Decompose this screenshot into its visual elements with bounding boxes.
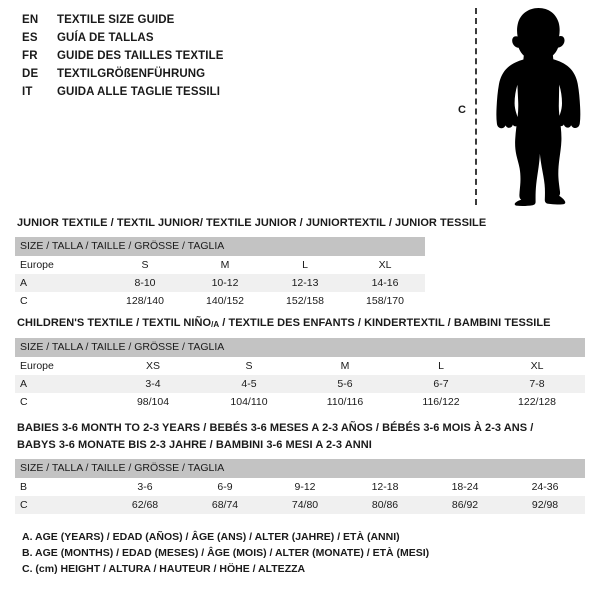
children-size-table: SIZE / TALLA / TAILLE / GRÖSSE / TAGLIA …	[15, 338, 585, 411]
table-cell: 3-4	[105, 375, 201, 393]
row-label: Europe	[20, 259, 54, 271]
table-cell: 86/92	[425, 496, 505, 514]
table-cell: 4-5	[201, 375, 297, 393]
row-label: A	[15, 274, 105, 292]
table-row: A 8-10 10-12 12-13 14-16	[15, 274, 426, 292]
table-cell: 12-13	[265, 274, 345, 292]
legend-line-c: C. (cm) HEIGHT / ALTURA / HAUTEUR / HÖHE…	[22, 563, 306, 575]
babies-size-table: SIZE / TALLA / TAILLE / GRÖSSE / TAGLIA …	[15, 459, 586, 514]
section-junior: JUNIOR TEXTILE / TEXTIL JUNIOR/ TEXTILE …	[15, 216, 486, 310]
language-code: DE	[22, 68, 39, 80]
babies-band-row: SIZE / TALLA / TAILLE / GRÖSSE / TAGLIA	[15, 459, 586, 478]
height-measure-dashed-line	[475, 8, 477, 205]
language-row: IT GUIDA ALLE TAGLIE TESSILI	[22, 86, 352, 104]
row-label: Europe	[20, 360, 54, 372]
table-cell: 62/68	[105, 496, 185, 514]
table-cell: 18-24	[451, 481, 479, 493]
section-children-title-rest: / TEXTILE DES ENFANTS / KINDERTEXTIL / B…	[219, 317, 551, 329]
table-row: Europe S M L XL	[15, 256, 425, 274]
children-band-row: SIZE / TALLA / TAILLE / GRÖSSE / TAGLIA	[15, 338, 585, 357]
babies-band-label: SIZE / TALLA / TAILLE / GRÖSSE / TAGLIA	[15, 459, 586, 478]
language-label: GUIDA ALLE TAGLIE TESSILI	[57, 86, 221, 98]
table-cell: 80/86	[345, 496, 425, 514]
table-cell: 5-6	[297, 375, 393, 393]
table-cell: 158/170	[366, 295, 404, 307]
table-cell: 7-8	[489, 375, 585, 393]
language-code: IT	[22, 86, 33, 98]
language-label: GUIDE DES TAILLES TEXTILE	[57, 50, 224, 62]
height-measure-label: C	[458, 104, 466, 116]
table-cell: 9-12	[294, 481, 316, 493]
language-header-block: EN TEXTILE SIZE GUIDE ES GUÍA DE TALLAS …	[22, 14, 352, 104]
table-cell: 3-6	[137, 481, 153, 493]
row-label: C	[15, 496, 105, 514]
table-cell: 10-12	[185, 274, 265, 292]
table-cell: 6-7	[393, 375, 489, 393]
language-label: GUÍA DE TALLAS	[57, 32, 154, 44]
table-cell: 110/116	[326, 396, 364, 408]
table-row: C 128/140 140/152 152/158 158/170	[15, 292, 425, 310]
language-row: EN TEXTILE SIZE GUIDE	[22, 14, 352, 32]
table-cell: 74/80	[265, 496, 345, 514]
table-cell: S	[141, 259, 149, 271]
table-cell: 152/158	[286, 295, 324, 307]
table-cell: 8-10	[105, 274, 185, 292]
table-cell: 12-18	[371, 481, 399, 493]
table-cell: 24-36	[531, 481, 559, 493]
legend-block: A. AGE (YEARS) / EDAD (AÑOS) / ÂGE (ANS)…	[22, 529, 582, 577]
height-measurement-figure: C	[440, 0, 600, 212]
children-band-label: SIZE / TALLA / TAILLE / GRÖSSE / TAGLIA	[15, 338, 585, 357]
table-cell: 122/128	[518, 396, 556, 408]
junior-band-row: SIZE / TALLA / TAILLE / GRÖSSE / TAGLIA	[15, 237, 426, 256]
section-children-title-sub: /A	[211, 320, 220, 329]
row-label: A	[15, 375, 105, 393]
junior-size-table: SIZE / TALLA / TAILLE / GRÖSSE / TAGLIA …	[15, 237, 426, 310]
language-label: TEXTILGRÖßENFÜHRUNG	[57, 68, 206, 80]
junior-band-label: SIZE / TALLA / TAILLE / GRÖSSE / TAGLIA	[15, 237, 426, 256]
table-cell: XS	[145, 360, 160, 372]
table-row: B 3-6 6-9 9-12 12-18 18-24 24-36	[15, 478, 585, 496]
legend-line-a: A. AGE (YEARS) / EDAD (AÑOS) / ÂGE (ANS)…	[22, 531, 400, 543]
legend-line-b: B. AGE (MONTHS) / EDAD (MESES) / ÂGE (MO…	[22, 547, 430, 559]
language-code: ES	[22, 32, 38, 44]
language-label: TEXTILE SIZE GUIDE	[57, 14, 175, 26]
section-junior-title: JUNIOR TEXTILE / TEXTIL JUNIOR/ TEXTILE …	[17, 217, 487, 229]
table-row: Europe XS S M L XL	[15, 357, 585, 375]
table-cell: 140/152	[206, 295, 244, 307]
row-label: C	[20, 295, 28, 307]
table-row: C 62/68 68/74 74/80 80/86 86/92 92/98	[15, 496, 586, 514]
table-cell: L	[302, 259, 308, 271]
table-row: A 3-4 4-5 5-6 6-7 7-8	[15, 375, 585, 393]
language-code: FR	[22, 50, 38, 62]
table-row: C 98/104 104/110 110/116 116/122 122/128	[15, 393, 585, 411]
section-babies: BABIES 3-6 MONTH TO 2-3 YEARS / BEBÉS 3-…	[15, 421, 586, 514]
table-cell: M	[220, 259, 230, 271]
language-row: ES GUÍA DE TALLAS	[22, 32, 352, 50]
section-babies-title-line2: BABYS 3-6 MONATE BIS 2-3 JAHRE / BAMBINI…	[17, 439, 372, 451]
table-cell: S	[245, 360, 253, 372]
table-cell: 116/122	[422, 396, 460, 408]
table-cell: 92/98	[505, 496, 586, 514]
language-row: DE TEXTILGRÖßENFÜHRUNG	[22, 68, 352, 86]
table-cell: 98/104	[136, 396, 170, 408]
row-label: B	[20, 481, 28, 493]
table-cell: 14-16	[345, 274, 426, 292]
section-children: CHILDREN'S TEXTILE / TEXTIL NIÑO/A / TEX…	[15, 316, 585, 411]
language-row: FR GUIDE DES TAILLES TEXTILE	[22, 50, 352, 68]
table-cell: 68/74	[185, 496, 265, 514]
table-cell: XL	[530, 360, 544, 372]
row-label: C	[20, 396, 28, 408]
table-cell: 104/110	[230, 396, 268, 408]
section-children-title-main: CHILDREN'S TEXTILE / TEXTIL NIÑO	[17, 317, 212, 329]
table-cell: M	[340, 360, 350, 372]
table-cell: 6-9	[217, 481, 233, 493]
section-children-title: CHILDREN'S TEXTILE / TEXTIL NIÑO/A / TEX…	[17, 316, 585, 332]
language-code: EN	[22, 14, 39, 26]
section-babies-title-line1: BABIES 3-6 MONTH TO 2-3 YEARS / BEBÉS 3-…	[17, 422, 534, 434]
toddler-silhouette-icon	[496, 8, 581, 206]
table-cell: XL	[378, 259, 392, 271]
table-cell: 128/140	[126, 295, 164, 307]
table-cell: L	[438, 360, 444, 372]
